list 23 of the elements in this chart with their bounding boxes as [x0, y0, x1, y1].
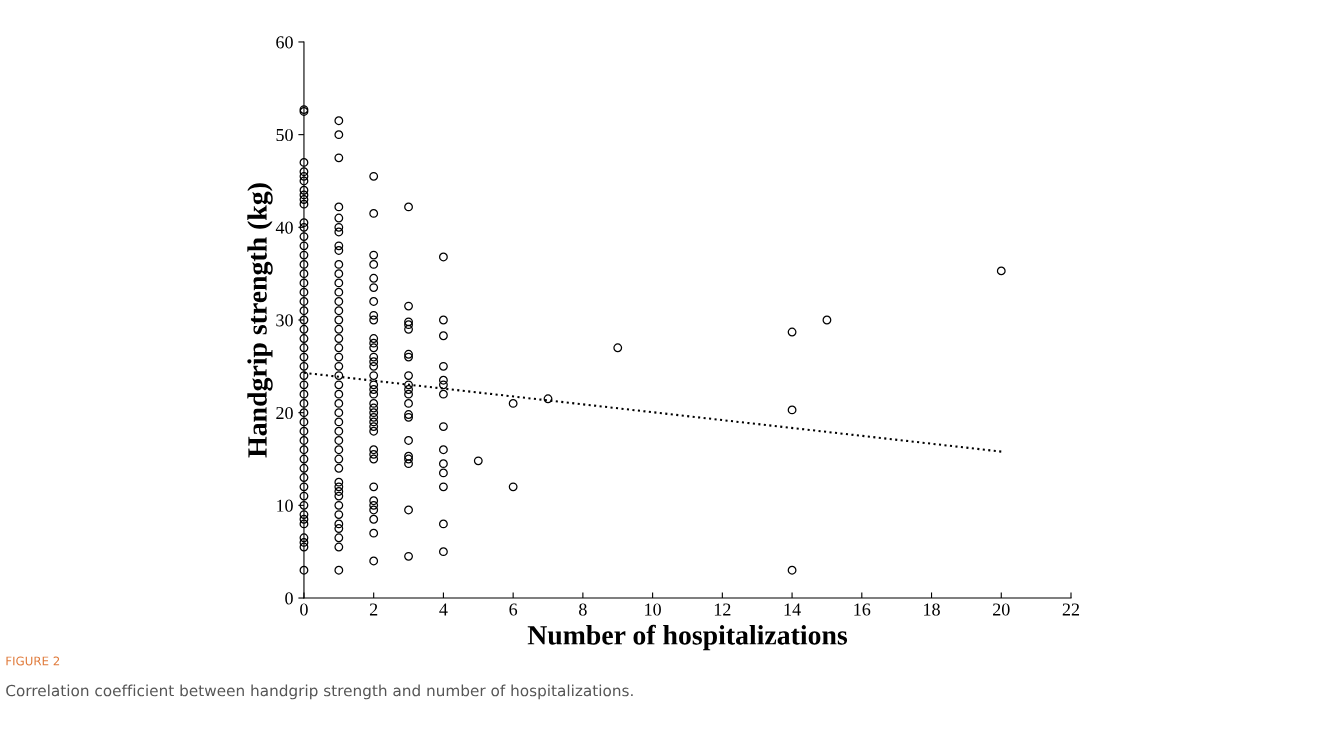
x-tick-label: 2: [369, 603, 378, 616]
caption: FIGURE 2: [6, 656, 60, 666]
y-tick-label: 40: [275, 221, 293, 234]
x-tick-label: 22: [1062, 603, 1080, 616]
y-tick-label: 0: [285, 592, 293, 605]
x-tick-label: 6: [509, 603, 518, 616]
y-tick-label: 10: [277, 499, 293, 512]
x-tick-label: 0: [300, 603, 308, 616]
y-tick-label: 60: [276, 36, 293, 49]
x-axis-title: Number of hospitalizations: [527, 624, 848, 651]
y-tick-label: 20: [276, 406, 293, 420]
y-tick-label: 50: [276, 128, 293, 142]
x-tick-label: 12: [714, 603, 731, 616]
x-tick-label: 14: [784, 603, 801, 616]
x-tick-label: 4: [439, 603, 448, 616]
x-tick-label: 16: [854, 603, 871, 616]
x-tick-label: 20: [993, 603, 1010, 616]
x-tick-label: 8: [579, 603, 587, 616]
x-tick-label: 18: [924, 603, 940, 616]
x-tick-label: 10: [645, 603, 661, 616]
y-tick-label: 30: [276, 314, 293, 327]
y-axis-title: Handgrip strength (kg): [247, 183, 273, 458]
text: Correlation coefficient between handgrip strength and number of hospitalizations.: [6, 684, 633, 700]
